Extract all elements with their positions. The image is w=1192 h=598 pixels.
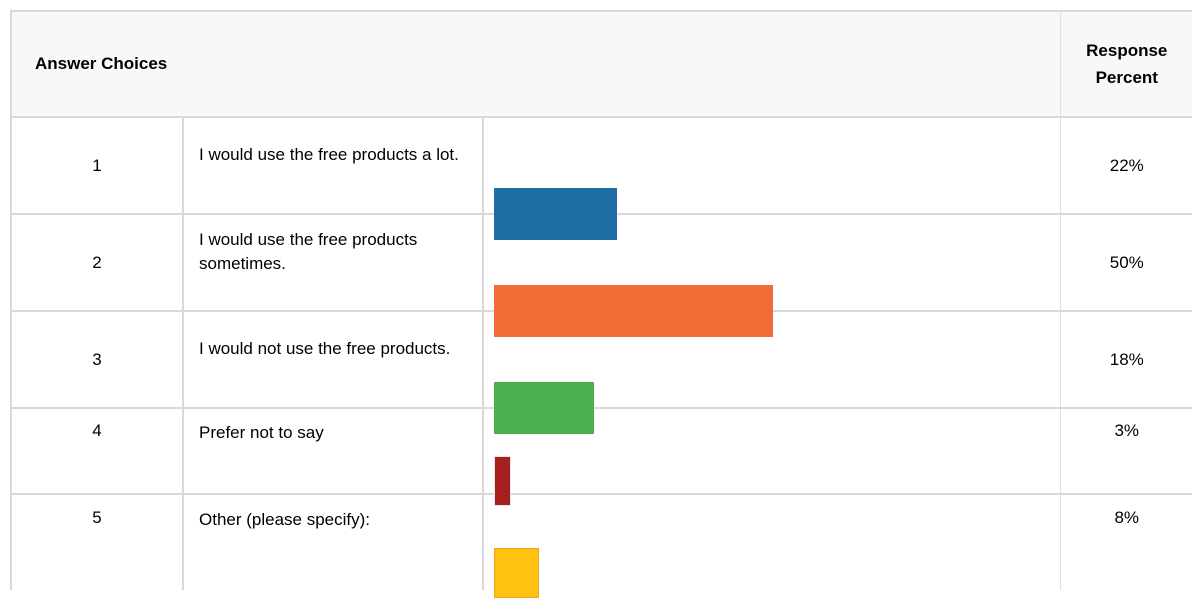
answer-label-text: Prefer not to say: [199, 423, 324, 442]
row-number: 1: [11, 117, 184, 215]
table-row: 4 Prefer not to say 3%: [11, 408, 1192, 506]
table-row: 5 Other (please specify): 8%: [11, 494, 1192, 598]
response-percent: 22%: [1060, 117, 1192, 215]
answer-label: Prefer not to say: [183, 408, 484, 495]
table-row: 3 I would not use the free products. 18%: [11, 311, 1192, 434]
bar-cell: [483, 117, 1061, 240]
row-number: 5: [11, 494, 184, 590]
answer-choices-header: Answer Choices: [11, 11, 1061, 118]
table-header-row: Answer Choices Response Percent: [11, 11, 1192, 118]
answer-label: I would use the free products sometimes.: [183, 214, 484, 312]
table-row: 2 I would use the free products sometime…: [11, 214, 1192, 337]
answer-label: Other (please specify):: [183, 494, 484, 590]
bar-row-5: [494, 547, 539, 598]
bar-row-2: [494, 284, 773, 337]
response-percent: 3%: [1060, 408, 1192, 495]
bar-row-1: [494, 187, 617, 240]
row-number: 3: [11, 311, 184, 409]
response-percent-header: Response Percent: [1060, 11, 1192, 118]
answer-label-text: Other (please specify):: [199, 510, 371, 529]
answer-label-text: I would use the free products a lot.: [199, 144, 459, 164]
response-percent-header-line2: Percent: [1095, 68, 1158, 87]
response-percent: 18%: [1060, 311, 1192, 409]
bar-cell: [483, 494, 1061, 598]
row-number: 4: [11, 408, 184, 495]
row-number: 2: [11, 214, 184, 312]
response-percent: 50%: [1060, 214, 1192, 312]
table-row: 1 I would use the free products a lot. 2…: [11, 117, 1192, 240]
survey-results-table: Answer Choices Response Percent 1 I woul…: [10, 10, 1192, 598]
answer-label: I would use the free products a lot.: [183, 117, 484, 215]
bar-row-3: [494, 381, 594, 434]
answer-label-text: I would not use the free products.: [199, 338, 451, 358]
response-percent-header-line1: Response: [1086, 41, 1168, 60]
answer-label: I would not use the free products.: [183, 311, 484, 409]
bar-cell: [483, 311, 1061, 434]
answer-label-text: I would use the free products sometimes.: [199, 229, 418, 273]
bar-row-4: [494, 456, 511, 506]
response-percent: 8%: [1114, 508, 1140, 527]
